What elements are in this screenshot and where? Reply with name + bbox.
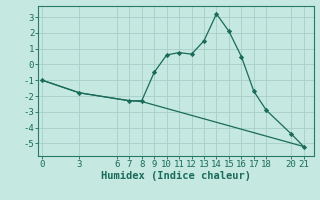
X-axis label: Humidex (Indice chaleur): Humidex (Indice chaleur) xyxy=(101,171,251,181)
